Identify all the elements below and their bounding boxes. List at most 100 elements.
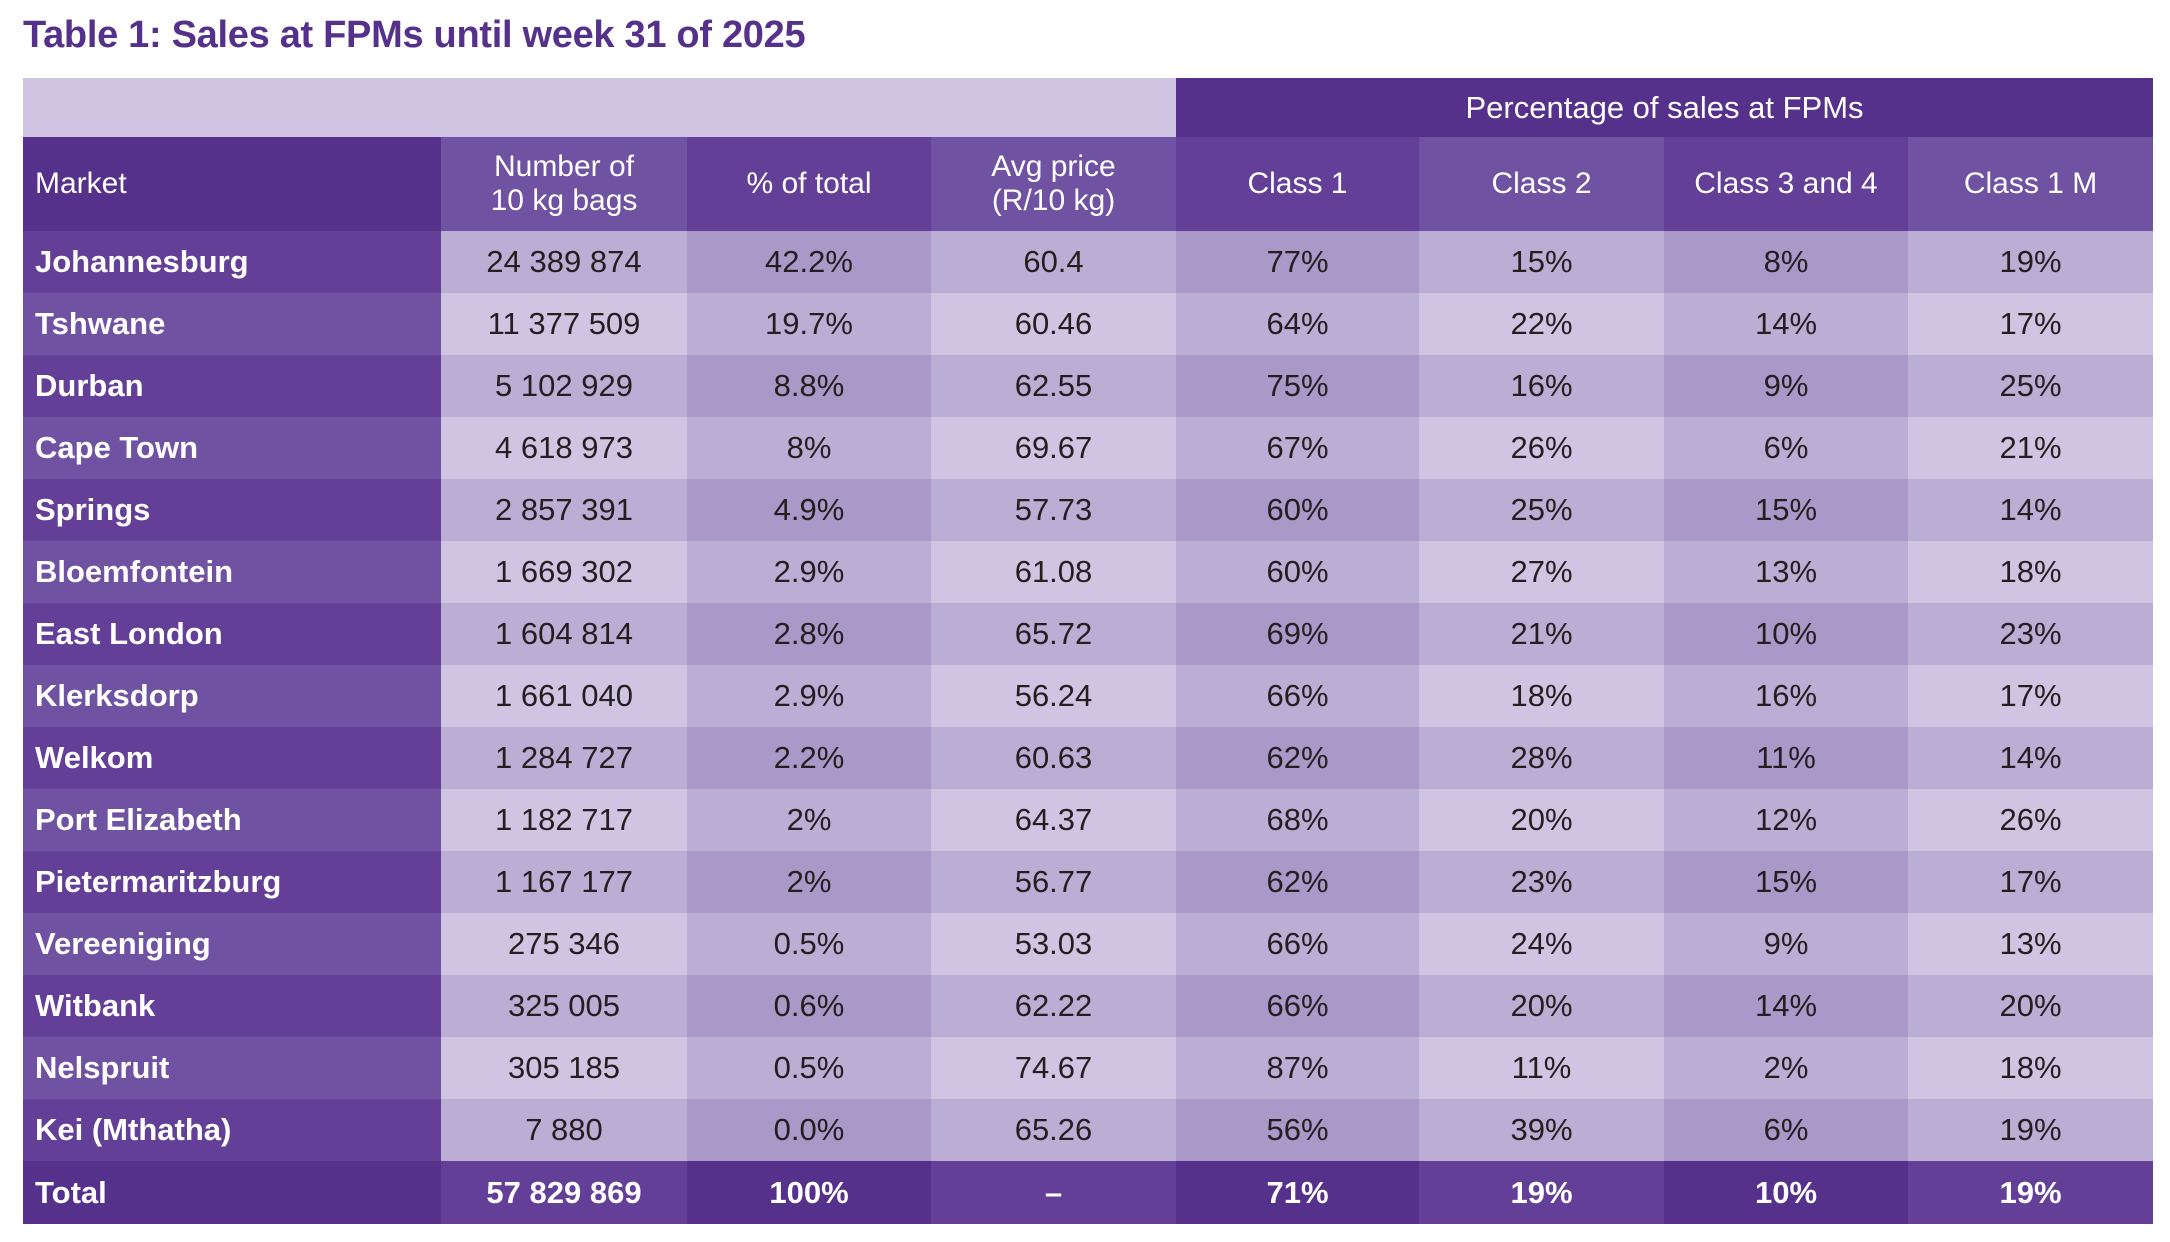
cell-class2: 20% — [1419, 789, 1664, 851]
cell-pct-total: 2.9% — [687, 541, 931, 603]
cell-market: East London — [23, 603, 441, 665]
table-body: Johannesburg 24 389 874 42.2% 60.4 77% 15% 8% 1… — [23, 231, 2154, 1161]
cell-class2: 23% — [1419, 851, 1664, 913]
cell-class1: 66% — [1176, 975, 1419, 1037]
total-class1m: 19% — [1908, 1161, 2154, 1224]
cell-class34: 12% — [1664, 789, 1908, 851]
cell-class1m: 20% — [1908, 975, 2154, 1037]
cell-market: Welkom — [23, 727, 441, 789]
cell-class34: 6% — [1664, 1099, 1908, 1161]
cell-class1: 75% — [1176, 355, 1419, 417]
cell-class1: 60% — [1176, 479, 1419, 541]
cell-avg-price: 56.77 — [931, 851, 1176, 913]
cell-class1: 67% — [1176, 417, 1419, 479]
table-row: Springs 2 857 391 4.9% 57.73 60% 25% 15% 14% — [23, 479, 2154, 541]
cell-pct-total: 0.0% — [687, 1099, 931, 1161]
cell-class2: 28% — [1419, 727, 1664, 789]
column-header-bags-line2: 10 kg bags — [490, 184, 638, 217]
cell-bags: 2 857 391 — [441, 479, 687, 541]
column-header-class1: Class 1 — [1176, 137, 1419, 231]
cell-avg-price: 60.4 — [931, 231, 1176, 293]
column-header-market: Market — [23, 137, 441, 231]
cell-class34: 6% — [1664, 417, 1908, 479]
group-header-percentage: Percentage of sales at FPMs — [1176, 78, 2154, 137]
cell-avg-price: 62.22 — [931, 975, 1176, 1037]
cell-bags: 1 182 717 — [441, 789, 687, 851]
table-title: Table 1: Sales at FPMs until week 31 of … — [23, 14, 806, 56]
cell-avg-price: 69.67 — [931, 417, 1176, 479]
cell-pct-total: 2.8% — [687, 603, 931, 665]
column-header-bags-line1: Number of — [493, 149, 635, 183]
cell-class1m: 17% — [1908, 665, 2154, 727]
cell-class1m: 14% — [1908, 727, 2154, 789]
table-row: Cape Town 4 618 973 8% 69.67 67% 26% 6% 21% — [23, 417, 2154, 479]
cell-class34: 15% — [1664, 479, 1908, 541]
cell-class2: 16% — [1419, 355, 1664, 417]
cell-bags: 275 346 — [441, 913, 687, 975]
cell-class34: 9% — [1664, 355, 1908, 417]
cell-class2: 26% — [1419, 417, 1664, 479]
cell-class1m: 19% — [1908, 1099, 2154, 1161]
cell-class34: 10% — [1664, 603, 1908, 665]
column-header-avg-price-line1: Avg price — [991, 149, 1116, 183]
cell-avg-price: 53.03 — [931, 913, 1176, 975]
cell-pct-total: 0.5% — [687, 1037, 931, 1099]
cell-bags: 1 167 177 — [441, 851, 687, 913]
cell-class1m: 23% — [1908, 603, 2154, 665]
cell-class1: 62% — [1176, 727, 1419, 789]
cell-class2: 39% — [1419, 1099, 1664, 1161]
total-pct-total: 100% — [687, 1161, 931, 1224]
cell-bags: 305 185 — [441, 1037, 687, 1099]
cell-pct-total: 19.7% — [687, 293, 931, 355]
cell-class34: 16% — [1664, 665, 1908, 727]
cell-pct-total: 0.6% — [687, 975, 931, 1037]
table-row: Tshwane 11 377 509 19.7% 60.46 64% 22% 14% 17% — [23, 293, 2154, 355]
cell-class1: 66% — [1176, 665, 1419, 727]
cell-market: Cape Town — [23, 417, 441, 479]
cell-class1m: 17% — [1908, 851, 2154, 913]
cell-market: Tshwane — [23, 293, 441, 355]
cell-class2: 20% — [1419, 975, 1664, 1037]
fpm-sales-table: Percentage of sales at FPMs Market Numbe… — [23, 78, 2154, 1224]
cell-class34: 9% — [1664, 913, 1908, 975]
table-row: Pietermaritzburg 1 167 177 2% 56.77 62% 23% 15… — [23, 851, 2154, 913]
total-row: Total 57 829 869 100% – 71% 19% 10% 19% — [23, 1161, 2154, 1224]
table-row: Bloemfontein 1 669 302 2.9% 61.08 60% 27% 13% 1… — [23, 541, 2154, 603]
group-header-row: Percentage of sales at FPMs — [23, 78, 2154, 137]
cell-market: Port Elizabeth — [23, 789, 441, 851]
cell-market: Durban — [23, 355, 441, 417]
column-header-class2: Class 2 — [1419, 137, 1664, 231]
cell-market: Kei (Mthatha) — [23, 1099, 441, 1161]
cell-avg-price: 62.55 — [931, 355, 1176, 417]
total-label: Total — [23, 1161, 441, 1224]
table-row: Witbank 325 005 0.6% 62.22 66% 20% 14% 20% — [23, 975, 2154, 1037]
cell-class1: 60% — [1176, 541, 1419, 603]
cell-class1m: 18% — [1908, 1037, 2154, 1099]
cell-class1m: 13% — [1908, 913, 2154, 975]
cell-bags: 5 102 929 — [441, 355, 687, 417]
cell-market: Witbank — [23, 975, 441, 1037]
cell-pct-total: 2.2% — [687, 727, 931, 789]
cell-avg-price: 60.63 — [931, 727, 1176, 789]
total-class1: 71% — [1176, 1161, 1419, 1224]
cell-pct-total: 4.9% — [687, 479, 931, 541]
cell-class34: 13% — [1664, 541, 1908, 603]
cell-bags: 4 618 973 — [441, 417, 687, 479]
cell-avg-price: 60.46 — [931, 293, 1176, 355]
cell-market: Vereeniging — [23, 913, 441, 975]
cell-class34: 14% — [1664, 293, 1908, 355]
cell-class1: 64% — [1176, 293, 1419, 355]
column-header-class1m: Class 1 M — [1908, 137, 2154, 231]
table-row: Johannesburg 24 389 874 42.2% 60.4 77% 15% 8% 1… — [23, 231, 2154, 293]
cell-bags: 1 661 040 — [441, 665, 687, 727]
cell-avg-price: 56.24 — [931, 665, 1176, 727]
cell-market: Bloemfontein — [23, 541, 441, 603]
cell-avg-price: 64.37 — [931, 789, 1176, 851]
cell-class2: 21% — [1419, 603, 1664, 665]
cell-avg-price: 65.72 — [931, 603, 1176, 665]
table-row: Durban 5 102 929 8.8% 62.55 75% 16% 9% 25% — [23, 355, 2154, 417]
cell-bags: 24 389 874 — [441, 231, 687, 293]
cell-bags: 7 880 — [441, 1099, 687, 1161]
column-header-avg-price: Avg price (R/10 kg) — [931, 137, 1176, 231]
cell-avg-price: 74.67 — [931, 1037, 1176, 1099]
